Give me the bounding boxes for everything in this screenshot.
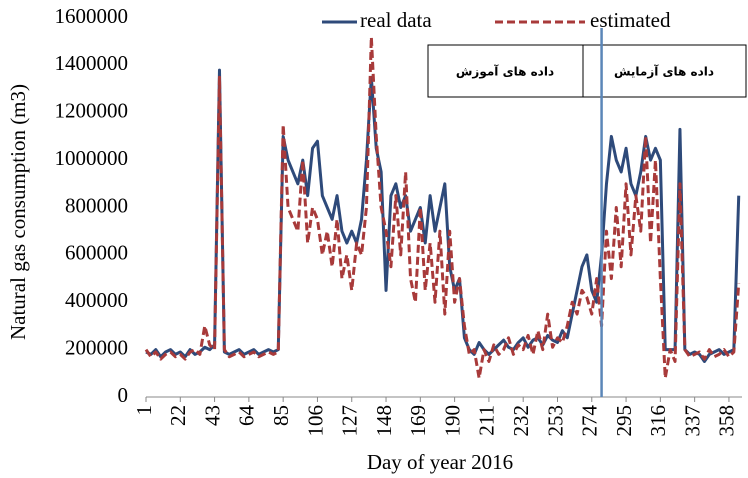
x-tick-label: 148 (372, 405, 396, 437)
y-tick-label: 1400000 (55, 51, 129, 75)
y-tick-label: 1200000 (55, 99, 129, 123)
x-tick-label: 64 (235, 405, 259, 427)
data-line (145, 68, 741, 363)
x-tick-label: 295 (612, 405, 636, 437)
x-tick-label: 1 (132, 405, 156, 416)
y-tick-label: 600000 (65, 241, 128, 265)
annotation: داده های آموزش (456, 64, 554, 80)
x-tick-label: 127 (338, 405, 362, 437)
x-tick-label: 22 (166, 405, 190, 426)
y-tick-label: 1600000 (55, 4, 129, 28)
data-line (144, 35, 741, 380)
x-tick-label: 85 (269, 405, 293, 426)
y-tick-label: 200000 (65, 335, 128, 359)
x-tick-label: 253 (543, 405, 567, 437)
x-tick-label: 106 (303, 405, 327, 437)
y-tick-label: 800000 (65, 193, 128, 217)
x-tick-label: 316 (646, 405, 670, 437)
legend-label: real data (360, 8, 432, 32)
x-tick-label: 274 (578, 405, 602, 437)
y-tick-label: 0 (118, 383, 129, 407)
x-tick-label: 232 (509, 405, 533, 437)
x-tick-label: 337 (680, 405, 704, 437)
annotation-box (427, 44, 584, 98)
y-tick-label: 400000 (65, 288, 128, 312)
x-axis-title: Day of year 2016 (367, 450, 513, 474)
annotation-box (582, 44, 747, 98)
x-tick-label: 190 (440, 405, 464, 437)
y-tick-label: 1000000 (55, 146, 129, 170)
annotation: داده های آزمایش (614, 64, 714, 79)
x-tick-label: 358 (715, 405, 739, 437)
x-tick-label: 211 (475, 405, 499, 436)
x-tick-label: 43 (200, 405, 224, 426)
legend-label: estimated (590, 8, 671, 32)
y-axis-title: Natural gas consumption (m3) (6, 84, 30, 340)
x-tick-label: 169 (406, 405, 430, 437)
